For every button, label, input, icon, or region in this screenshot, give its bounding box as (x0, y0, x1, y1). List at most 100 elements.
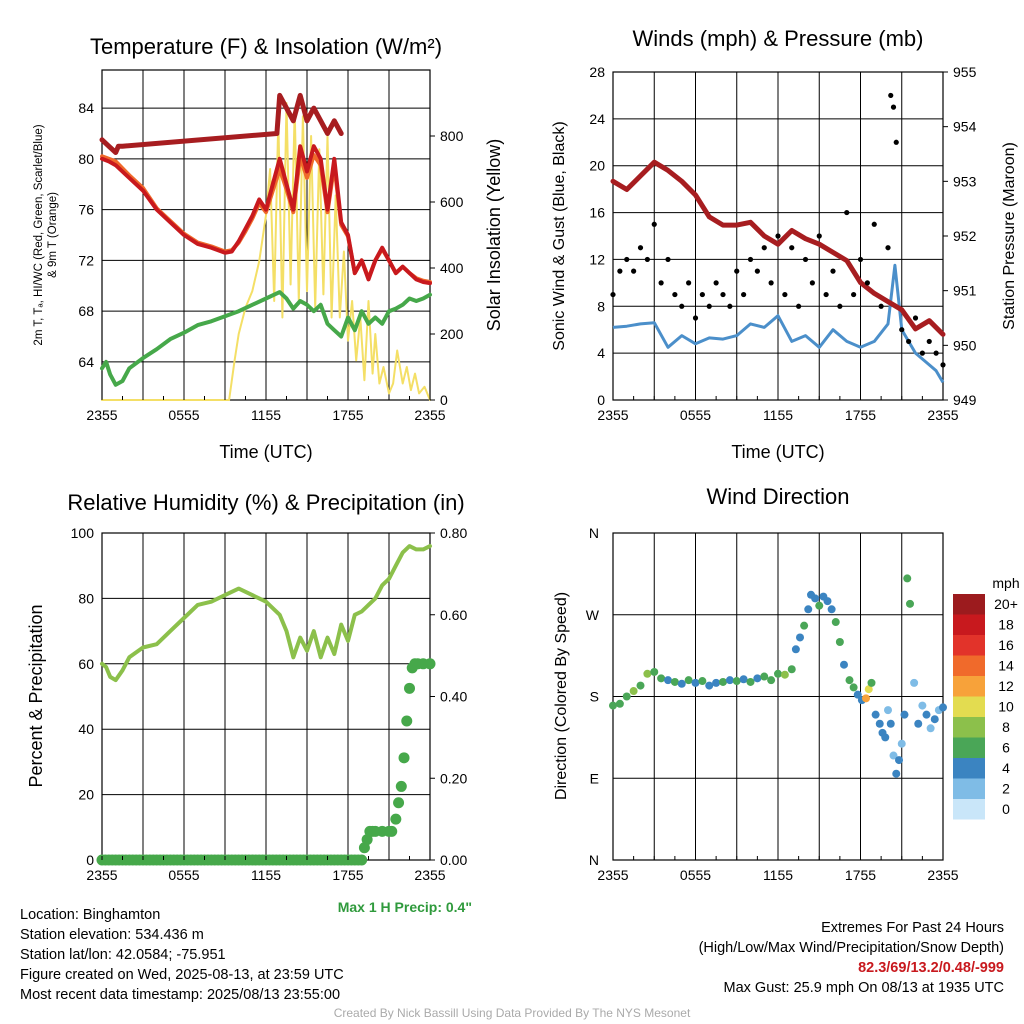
gust-point (940, 362, 946, 368)
gust-point (823, 291, 829, 298)
station-latlon: Station lat/lon: 42.0584; -75.951 (20, 947, 226, 963)
gust-point (720, 291, 726, 298)
gust-point (796, 303, 802, 309)
legend-label: 14 (998, 658, 1014, 674)
gust-point (631, 268, 637, 274)
speed-legend: 20+ 18 16 14 12 10 8 6 4 2 0 (953, 594, 1018, 820)
direction-point (845, 676, 854, 685)
humidity-series (96, 544, 436, 866)
gust-point (692, 315, 699, 321)
humidity-grid (102, 533, 430, 860)
x-tick-label: 1155 (251, 867, 281, 883)
gust-point (727, 303, 733, 309)
gust-point (665, 256, 671, 263)
direction-point (889, 751, 898, 760)
station-info: Location: Binghamton Station elevation: … (20, 905, 344, 1005)
y-right-tick-label: 0 (440, 392, 448, 408)
y-left-tick-label: 80 (78, 590, 94, 606)
direction-point (831, 618, 840, 627)
y-left-tick-label: 72 (78, 252, 94, 268)
gust-point (912, 315, 919, 321)
y-left-tick-label: 8 (597, 298, 605, 314)
gust-point (857, 256, 864, 263)
y-left-tick-label: 64 (78, 354, 94, 370)
gust-point (644, 256, 650, 263)
direction-point (804, 605, 813, 614)
direction-point (862, 694, 870, 703)
gust-point (837, 303, 843, 309)
y-right-tick-label: 600 (440, 194, 464, 210)
x-tick-label: 0555 (680, 867, 711, 883)
gust-point (734, 268, 740, 274)
y-right-tick-label: 0.40 (440, 689, 467, 705)
direction-point (670, 677, 679, 686)
temperature-series (99, 92, 432, 401)
gust-point (851, 291, 857, 298)
gust-point (741, 291, 747, 298)
gust-point (789, 245, 795, 251)
legend-label: 2 (1002, 781, 1010, 797)
humidity-axes: 2355 0555 1155 1755 23550204060801000.000.20… (71, 525, 468, 883)
legend-label: 16 (998, 637, 1014, 653)
gust-point (617, 268, 623, 274)
winds-y-left-label: Sonic Wind & Gust (Blue, Black) (551, 121, 568, 350)
x-tick-label: 1155 (763, 867, 793, 883)
gust-point (754, 268, 760, 274)
direction-point (691, 678, 700, 687)
gust-point (699, 291, 705, 298)
direction-tick-label: W (586, 607, 600, 623)
gust-point (906, 338, 912, 345)
x-tick-label: 1155 (251, 407, 281, 423)
x-tick-label: 2355 (86, 867, 117, 883)
direction-point (796, 633, 804, 642)
y-right-tick-label: 953 (953, 173, 977, 189)
x-tick-label: 2355 (414, 867, 445, 883)
temperature-axes: 2355 0555 1155 1755 2355 64 68 72 76 80 84 0 200 400 6… (78, 100, 463, 423)
temperature-y-right-label: Solar Insolation (Yellow) (484, 139, 504, 331)
direction-point (767, 676, 776, 685)
gust-point (844, 209, 850, 216)
gust-point (899, 327, 905, 333)
x-tick-label: 2355 (86, 407, 117, 423)
direction-series (609, 574, 947, 778)
direction-point (615, 699, 624, 708)
max-gust: Max Gust: 25.9 mph On 08/13 at 1935 UTC (723, 980, 1004, 996)
direction-point (897, 739, 906, 748)
y-left-tick-label: 40 (78, 721, 94, 737)
direction-point (811, 594, 820, 603)
gust-point (686, 280, 692, 286)
direction-panel: Wind Direction 2355 0555 1155 1755 2355NESWN… (553, 484, 1020, 883)
direction-point (712, 678, 721, 687)
direction-point (705, 681, 714, 690)
precip-point (404, 682, 415, 694)
station-location: Location: Binghamton (20, 907, 161, 923)
legend-swatch (953, 696, 985, 717)
x-tick-label: 1755 (332, 407, 363, 423)
legend-swatch (953, 758, 985, 779)
x-tick-label: 0555 (168, 867, 199, 883)
legend-label: 18 (998, 617, 1014, 633)
winds-series (610, 92, 946, 384)
gust-point (624, 256, 630, 263)
direction-point (853, 690, 862, 699)
direction-tick-label: S (590, 689, 599, 705)
legend-swatch (953, 655, 985, 676)
station-elevation: Station elevation: 534.436 m (20, 927, 204, 943)
y-left-tick-label: 84 (78, 100, 94, 116)
x-tick-label: 0555 (168, 407, 199, 423)
y-right-tick-label: 800 (440, 128, 464, 144)
y-right-tick-label: 954 (953, 119, 977, 135)
direction-point (881, 733, 890, 742)
direction-point (684, 676, 693, 685)
direction-point (930, 715, 939, 724)
y-left-tick-label: 80 (78, 151, 94, 167)
series-line-td (100, 290, 432, 387)
direction-point (903, 574, 912, 583)
legend-label: 4 (1002, 760, 1010, 776)
gust-point (926, 338, 932, 345)
direction-point (609, 701, 617, 710)
series-line-solar-insolation (101, 102, 431, 401)
extremes-info: Extremes For Past 24 Hours (High/Low/Max… (699, 918, 1004, 998)
series-line-relative-humidity (100, 544, 432, 683)
